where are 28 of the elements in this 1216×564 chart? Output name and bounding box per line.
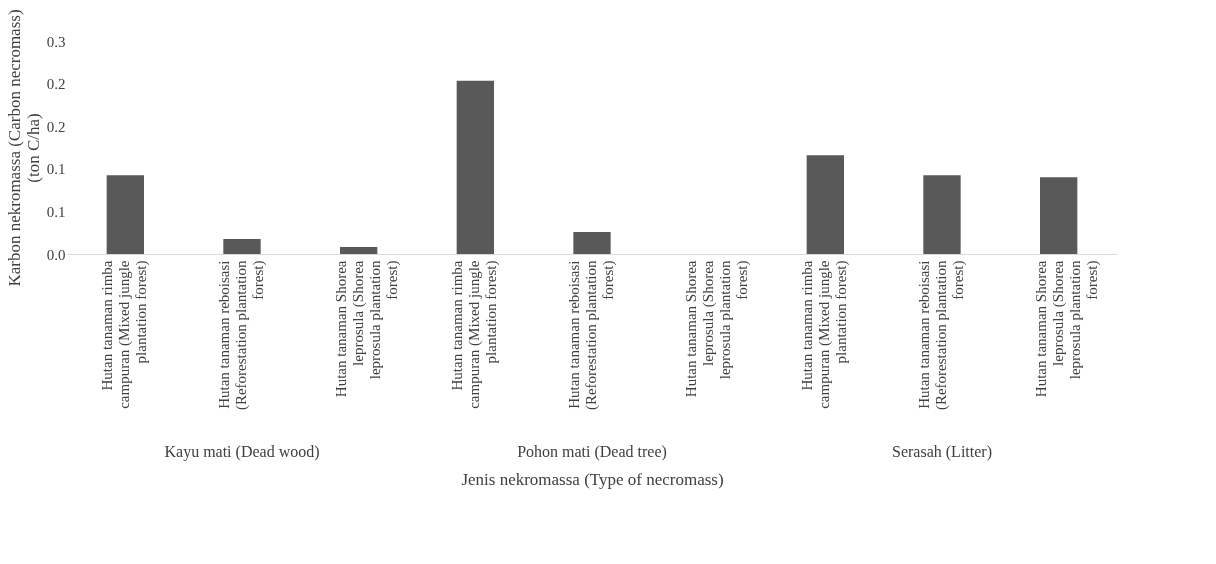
x-tick-label: Hutan tanaman reboisasi (Reforestation plantation forest) bbox=[566, 260, 617, 411]
x-tick-label: Hutan tanaman reboisasi (Reforestation plantation forest) bbox=[916, 260, 967, 411]
y-tick-label: 0.3 bbox=[46, 33, 66, 50]
bar bbox=[806, 155, 844, 254]
x-axis-title: Jenis nekromassa (Type of necromass) bbox=[461, 470, 724, 490]
text: Pohon mati (Dead tree) bbox=[517, 443, 667, 461]
y-tick-label: 0.1 bbox=[46, 203, 66, 220]
bar bbox=[223, 239, 261, 254]
x-tick-label: Hutan tanaman reboisasi (Reforestation plantation forest) bbox=[216, 260, 267, 411]
x-tick-label: Hutan tanaman Shorea leprosula (Shorea leprosula plantation forest) bbox=[682, 260, 751, 398]
bar bbox=[1040, 177, 1078, 254]
bar bbox=[340, 246, 378, 254]
x-tick-label: Hutan tanaman rimba campuran (Mixed jungle plantation forest) bbox=[99, 260, 151, 409]
bar bbox=[106, 175, 144, 254]
x-tick-label: Hutan tanaman rimba campuran (Mixed jungle plantation forest) bbox=[449, 260, 501, 409]
y-tick-label: 0.0 bbox=[46, 246, 66, 263]
x-tick-label: Hutan tanaman Shorea leprosula (Shorea leprosula plantation forest) bbox=[1032, 260, 1101, 398]
y-axis-title: Karbon nekromassa (Carbon necromass) (ton C/ha) bbox=[4, 9, 43, 287]
bar bbox=[456, 80, 494, 254]
y-tick-label: 0.1 bbox=[46, 161, 66, 178]
x-tick-label: Hutan tanaman Shorea leprosula (Shorea leprosula plantation forest) bbox=[332, 260, 401, 398]
x-tick-label: Hutan tanaman rimba campuran (Mixed jungle plantation forest) bbox=[799, 260, 851, 409]
y-tick-label: 0.2 bbox=[46, 118, 66, 135]
text: Kayu mati (Dead wood) bbox=[164, 443, 320, 461]
y-tick-label: 0.2 bbox=[46, 76, 66, 93]
bar bbox=[923, 175, 961, 254]
bar bbox=[573, 231, 611, 254]
text: Serasah (Litter) bbox=[892, 443, 992, 461]
